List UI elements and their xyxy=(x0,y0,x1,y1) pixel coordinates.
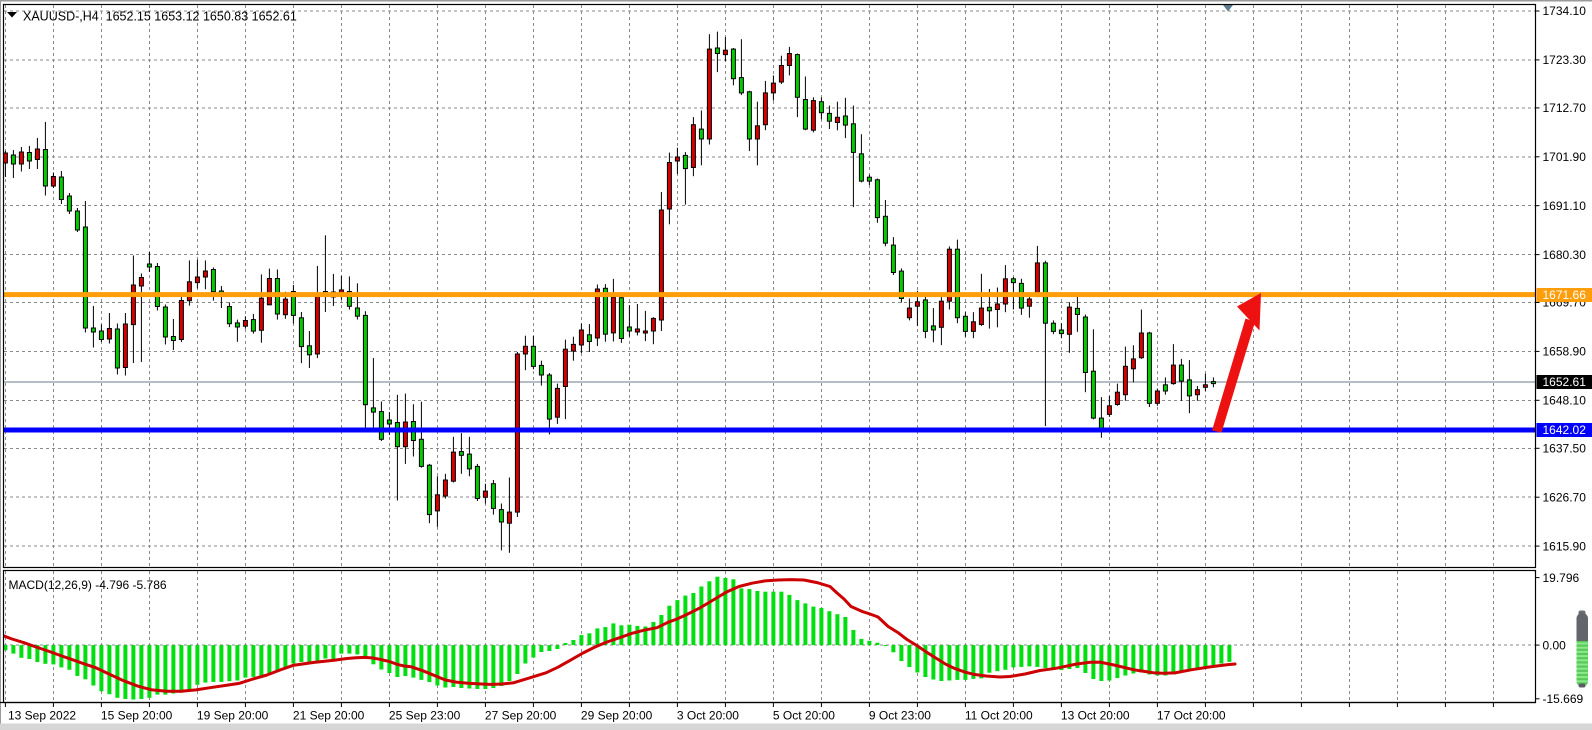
svg-text:19.796: 19.796 xyxy=(1543,571,1580,585)
svg-text:1734.10: 1734.10 xyxy=(1543,4,1587,18)
svg-text:1712.70: 1712.70 xyxy=(1543,101,1587,115)
svg-text:3 Oct 20:00: 3 Oct 20:00 xyxy=(677,709,739,723)
svg-text:1691.10: 1691.10 xyxy=(1543,199,1587,213)
svg-text:1671.66: 1671.66 xyxy=(1543,288,1587,302)
svg-text:XAUUSD-,H4 1652.15 1653.12 16: XAUUSD-,H4 1652.15 1653.12 1650.83 1652.… xyxy=(23,10,297,24)
svg-text:1658.90: 1658.90 xyxy=(1543,345,1587,359)
svg-text:1637.50: 1637.50 xyxy=(1543,442,1587,456)
svg-text:0.00: 0.00 xyxy=(1543,638,1567,652)
svg-text:1626.70: 1626.70 xyxy=(1543,490,1587,504)
svg-text:5 Oct 20:00: 5 Oct 20:00 xyxy=(773,709,835,723)
svg-text:1642.02: 1642.02 xyxy=(1543,423,1587,437)
svg-text:25 Sep 23:00: 25 Sep 23:00 xyxy=(389,709,461,723)
svg-text:1723.30: 1723.30 xyxy=(1543,53,1587,67)
svg-text:29 Sep 20:00: 29 Sep 20:00 xyxy=(581,709,653,723)
svg-text:1652.61: 1652.61 xyxy=(1543,375,1587,389)
svg-text:15 Sep 20:00: 15 Sep 20:00 xyxy=(101,709,173,723)
svg-text:1701.90: 1701.90 xyxy=(1543,150,1587,164)
svg-text:1648.10: 1648.10 xyxy=(1543,394,1587,408)
svg-text:11 Oct 20:00: 11 Oct 20:00 xyxy=(965,709,1033,723)
svg-text:27 Sep 20:00: 27 Sep 20:00 xyxy=(485,709,557,723)
svg-text:19 Sep 20:00: 19 Sep 20:00 xyxy=(197,709,269,723)
svg-text:-15.669: -15.669 xyxy=(1543,692,1584,706)
svg-text:13 Oct 20:00: 13 Oct 20:00 xyxy=(1061,709,1130,723)
svg-text:1615.90: 1615.90 xyxy=(1543,539,1587,553)
svg-text:MACD(12,26,9) -4.796 -5.786: MACD(12,26,9) -4.796 -5.786 xyxy=(9,578,167,592)
svg-text:13 Sep 2022: 13 Sep 2022 xyxy=(8,709,76,723)
svg-text:1680.30: 1680.30 xyxy=(1543,248,1587,262)
svg-text:9 Oct 23:00: 9 Oct 23:00 xyxy=(869,709,931,723)
svg-text:21 Sep 20:00: 21 Sep 20:00 xyxy=(293,709,365,723)
svg-text:17 Oct 20:00: 17 Oct 20:00 xyxy=(1157,709,1226,723)
